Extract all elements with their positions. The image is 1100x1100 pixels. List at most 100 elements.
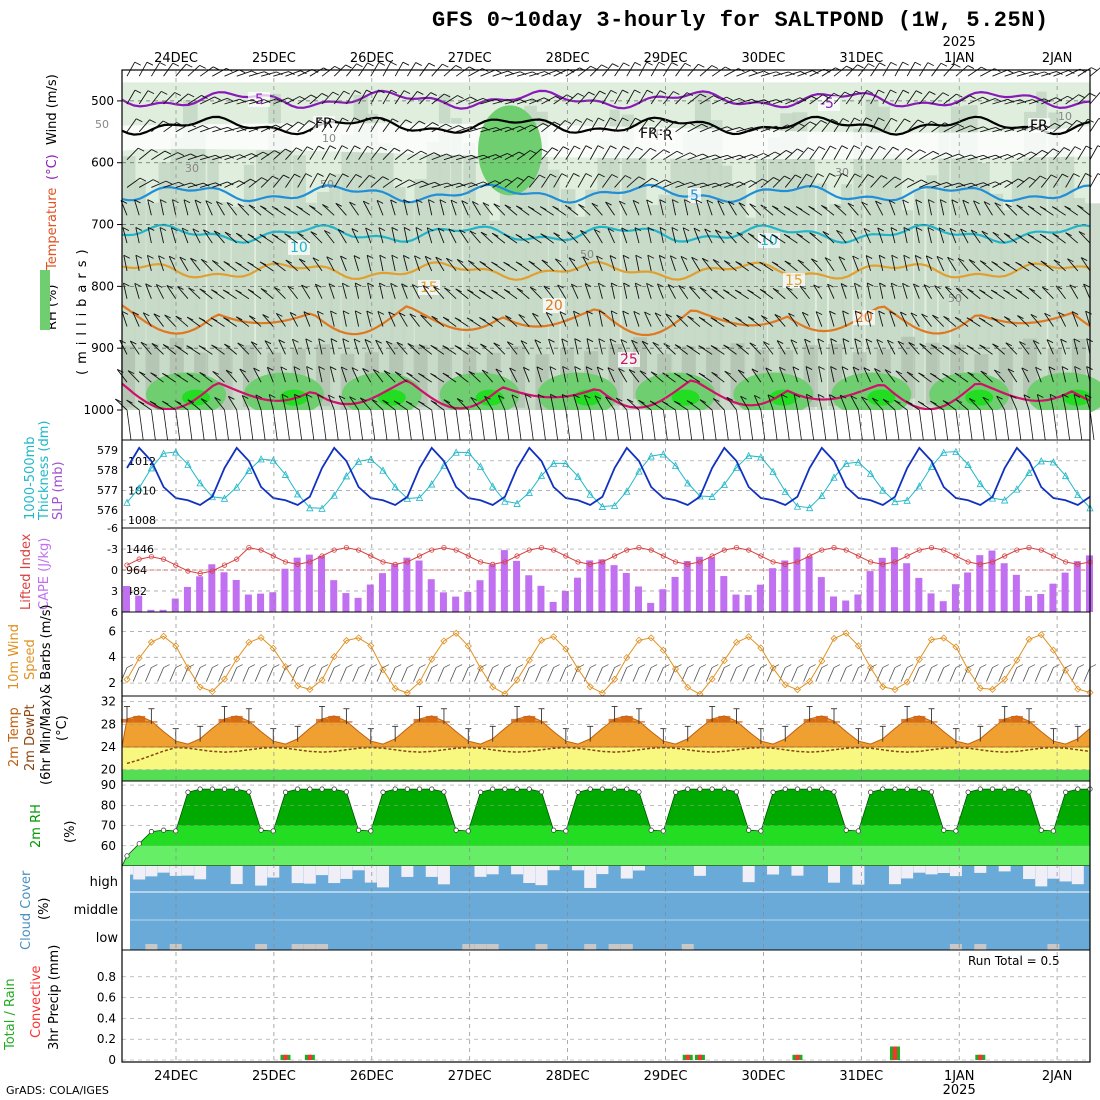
wind-barb-flag: [612, 63, 619, 68]
wind-barb: [279, 667, 286, 682]
precip-bar-conv: [978, 1054, 983, 1060]
wind-barb-flag: [944, 122, 951, 127]
wind-barb-flag: [938, 227, 946, 232]
wind-barb: [236, 126, 253, 133]
wind-barb: [151, 91, 162, 105]
wind-barb-flag: [520, 340, 528, 345]
wind-barb: [1077, 118, 1089, 133]
wind-barb: [1065, 146, 1076, 160]
wind-barb-flag: [201, 258, 208, 263]
wind-barb: [949, 667, 957, 682]
bottom-date-label: 30DEC: [741, 1069, 785, 1084]
wind-barb: [126, 177, 141, 188]
wind-barb: [455, 288, 469, 300]
wind-barb: [200, 182, 216, 188]
thickness-tick-label: 576: [97, 504, 118, 517]
surface-barb: [528, 409, 534, 441]
cape-bar: [525, 575, 533, 612]
wind-barb-flag: [376, 200, 384, 204]
cape-bar: [147, 609, 155, 612]
wind-barb-flag: [781, 394, 788, 398]
wind-barb-flag: [515, 261, 523, 266]
wind-barb-flag: [390, 199, 397, 204]
li-marker: [855, 553, 861, 559]
wind-barb: [809, 232, 823, 244]
wind-barb-flag: [483, 181, 490, 186]
wind-barb-flag: [684, 62, 692, 67]
wind-barb: [772, 124, 788, 133]
wind-barb: [1036, 394, 1042, 411]
wind-barb-flag: [915, 199, 922, 204]
wind-barb-flag: [515, 234, 523, 238]
wind-barb-flag: [395, 177, 403, 182]
wind-barb: [1053, 259, 1066, 272]
wind-barb-flag: [378, 61, 386, 66]
wind-barb: [321, 91, 334, 105]
wind-marker: [513, 676, 521, 684]
cape-bar: [988, 550, 996, 612]
wind-barb-flag: [779, 366, 786, 371]
precip-ylabel2: 3hr Precip (mm): [47, 945, 62, 1050]
wind-barb-flag: [875, 200, 882, 205]
wind-barb: [646, 283, 652, 299]
rh2m-marker: [843, 827, 849, 833]
thickness-marker: [476, 462, 485, 470]
rh2m-marker: [953, 828, 959, 834]
wind-barb: [163, 152, 179, 161]
wind-marker: [1049, 646, 1057, 654]
wind-barb-flag: [471, 182, 478, 187]
wind-barb-flag: [1073, 394, 1081, 398]
wind-barb-flag: [982, 396, 990, 401]
wind-barb: [788, 313, 798, 327]
wind-barb: [1071, 667, 1079, 682]
wind-barb: [200, 154, 216, 161]
wind-barb: [1016, 204, 1030, 216]
wind-barb-flag: [634, 61, 642, 66]
precip-tick-label: 0: [108, 1053, 116, 1067]
cape-bar: [1049, 583, 1057, 612]
cloud-high-gap: [425, 866, 438, 877]
wind-barb: [549, 366, 555, 383]
rh2m-marker: [916, 786, 922, 792]
surface-barb: [224, 409, 229, 441]
wind-barb-flag: [1078, 94, 1085, 99]
wind-barb-flag: [647, 227, 655, 231]
wind-barb: [663, 180, 679, 188]
wind-barb-flag: [495, 127, 503, 131]
wind-barb-flag: [865, 117, 873, 122]
wind-barb-flag: [1068, 70, 1075, 74]
wind-barb-flag: [135, 227, 143, 231]
wind-barb: [468, 181, 484, 188]
wind-barb-flag: [776, 340, 784, 344]
wind-barb-flag: [983, 182, 990, 187]
wind-barb: [547, 667, 555, 682]
wind-barb-flag: [585, 173, 593, 177]
wind-barb-flag: [340, 255, 347, 260]
wind-barb-flag: [1010, 394, 1017, 399]
wind-barb: [342, 338, 347, 355]
thickness-marker: [196, 478, 204, 487]
wind-barb: [747, 316, 762, 327]
wind-barb-flag: [971, 182, 978, 187]
wind-barb: [543, 285, 555, 300]
wind-barb: [561, 394, 567, 411]
wind-barb: [309, 173, 318, 188]
wind-barb: [584, 283, 591, 299]
wind-barb: [297, 232, 311, 244]
wind-barb-flag: [686, 400, 694, 405]
cloud-high-gap: [767, 866, 780, 875]
rh2m-marker: [685, 786, 691, 792]
wind-barb-flag: [213, 230, 221, 235]
wind-barb-flag: [546, 311, 553, 316]
rh-contour-label: 30: [835, 166, 849, 179]
wind-barb-flag: [454, 317, 462, 322]
wind-barb-flag: [844, 91, 851, 96]
wind-barb-flag: [795, 206, 803, 211]
wind-barb-flag: [483, 97, 490, 102]
rh2m-marker: [356, 827, 362, 833]
wind-barb-flag: [145, 283, 152, 288]
wind-barb: [626, 117, 636, 133]
wind-barb: [352, 667, 359, 682]
wind-barb-flag: [863, 228, 871, 232]
wind-barb: [767, 394, 774, 411]
